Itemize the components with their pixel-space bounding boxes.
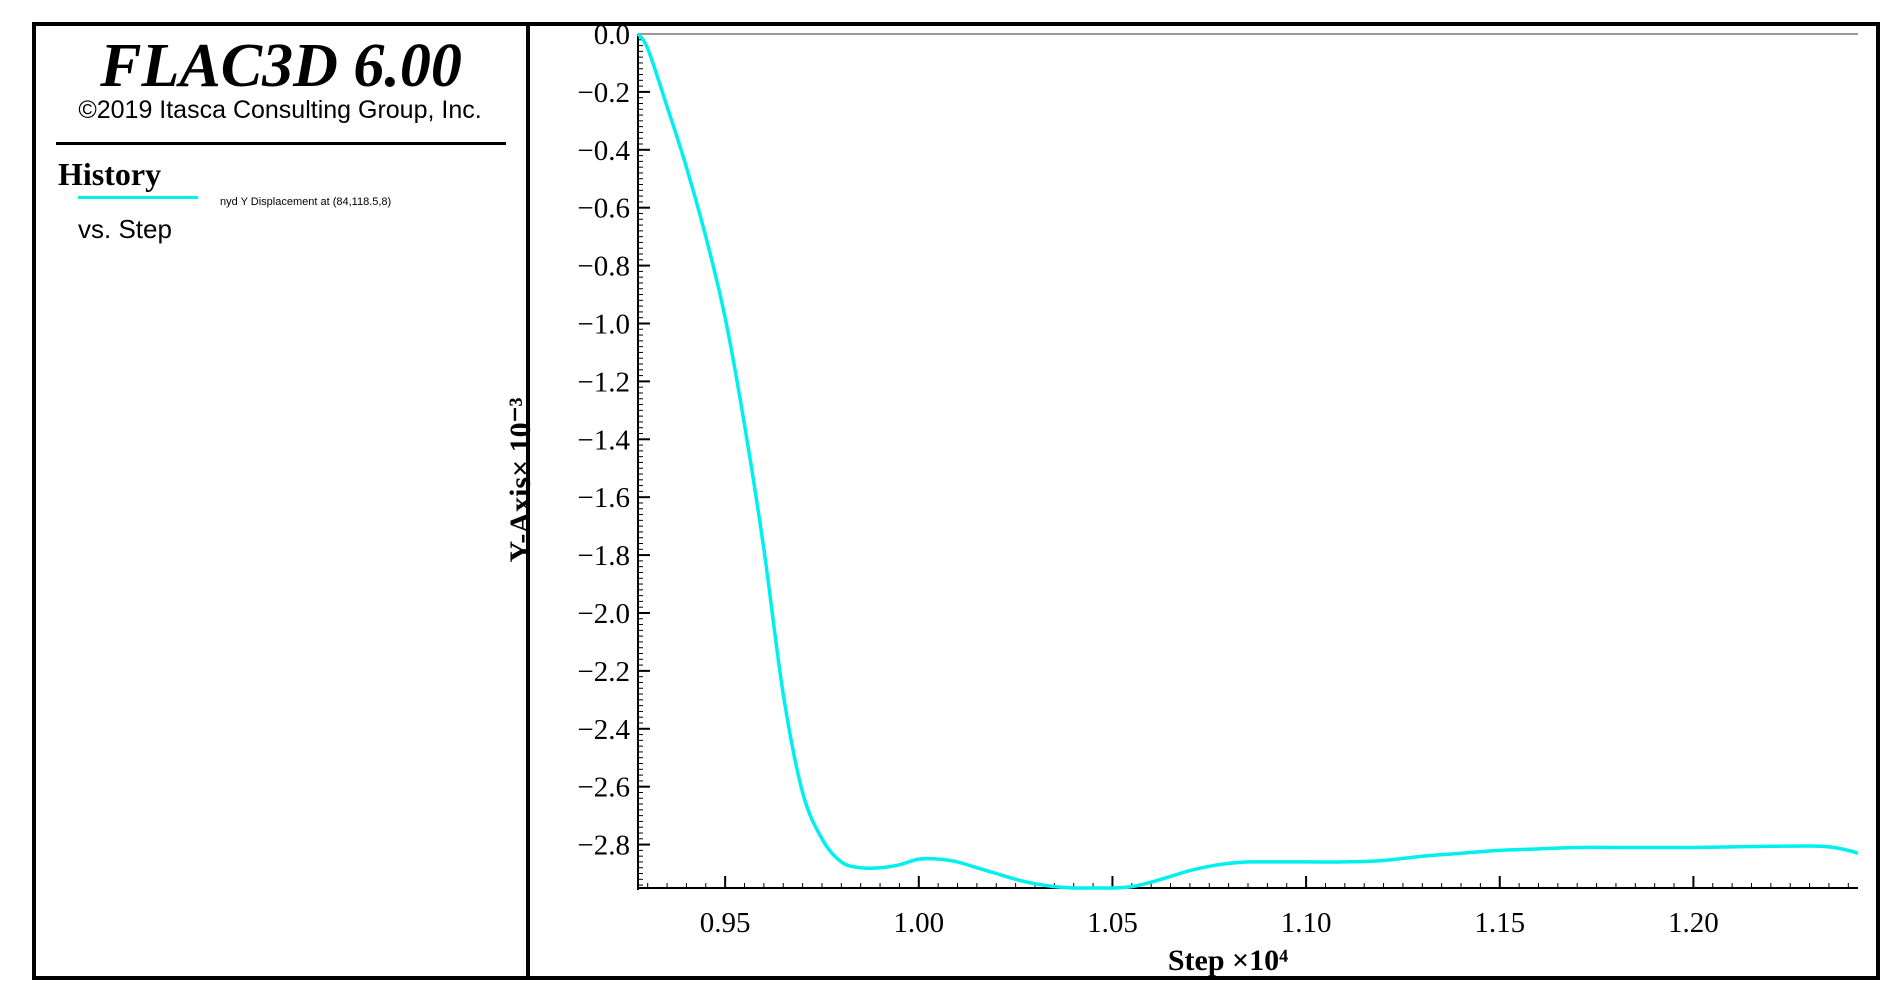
x-tick-label: 1.05 [1087, 907, 1138, 939]
y-tick-label: −0.6 [577, 193, 630, 225]
y-tick-label: −1.8 [577, 540, 630, 572]
y-tick-label: −0.8 [577, 251, 630, 283]
series-swatch [78, 196, 198, 199]
series-line [636, 32, 1859, 890]
y-tick-label: −2.0 [577, 598, 630, 630]
x-axis: 0.95 1.00 1.05 1.10 1.15 1.20 [638, 876, 1858, 939]
copyright-text: ©2019 Itasca Consulting Group, Inc. [78, 96, 482, 124]
y-axis: 0.0 −0.2 −0.4 −0.6 −0.8 −1.0 −1.2 −1.4 −1.6 −1.8 −… [577, 19, 650, 890]
y-tick-label: −2.8 [577, 830, 630, 862]
x-tick-label: 1.20 [1668, 907, 1719, 939]
x-tick-label: 1.10 [1281, 907, 1332, 939]
y-tick-label: −2.4 [577, 714, 630, 746]
x-axis-title: Step ×10⁴ [1168, 944, 1288, 977]
y-tick-label: −1.0 [577, 308, 630, 340]
y-tick-label: −1.4 [577, 424, 630, 456]
x-tick-label: 1.00 [893, 907, 944, 939]
y-tick-label: 0.0 [594, 19, 630, 51]
y-tick-label: −0.4 [577, 135, 630, 167]
x-tick-label: 1.15 [1474, 907, 1525, 939]
x-tick-label: 0.95 [700, 907, 751, 939]
series-caption: nyd Y Displacement at (84,118.5,8) [220, 196, 392, 208]
history-label: History [58, 156, 162, 192]
y-tick-label: −2.2 [577, 656, 630, 688]
y-tick-label: −2.6 [577, 772, 630, 804]
panel-divider [526, 26, 530, 976]
legend-divider [56, 142, 506, 145]
app-title: FLAC3D 6.00 [100, 32, 462, 100]
plot-frame: FLAC3D 6.00 ©2019 Itasca Consulting Grou… [32, 22, 1880, 980]
y-tick-label: −1.6 [577, 482, 630, 514]
y-tick-label: −1.2 [577, 366, 630, 398]
y-tick-label: −0.2 [577, 77, 630, 109]
legend-panel: FLAC3D 6.00 ©2019 Itasca Consulting Grou… [36, 26, 526, 976]
vs-step-label: vs. Step [78, 214, 172, 244]
y-axis-title: Y-Axis× 10⁻³ [504, 397, 537, 562]
series-layer [636, 32, 1859, 890]
